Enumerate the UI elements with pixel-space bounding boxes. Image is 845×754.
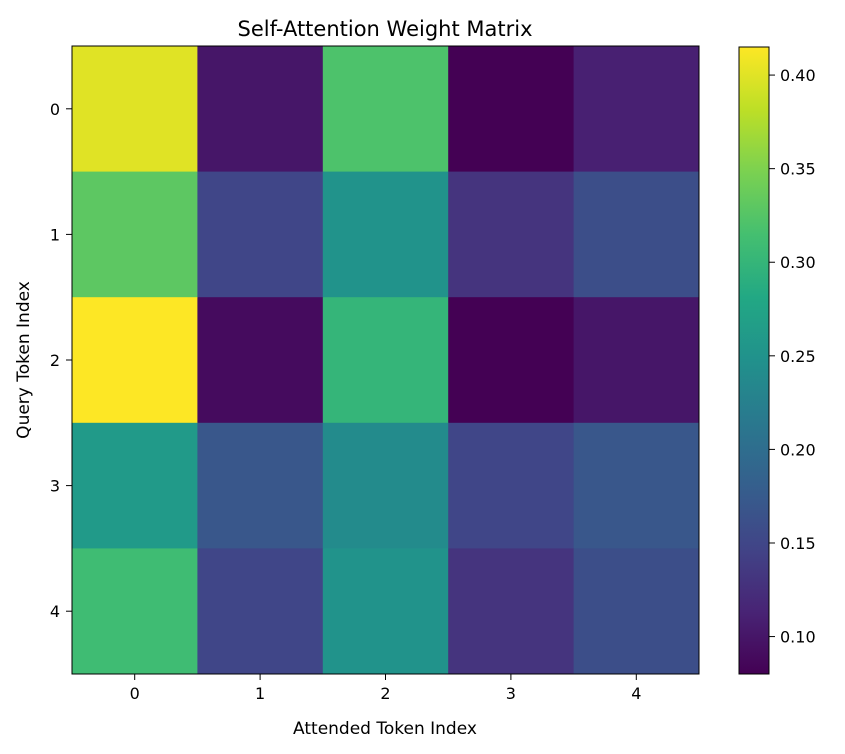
x-axis-ticks: 0 1 2 3 4 xyxy=(130,674,641,703)
y-tick-label: 1 xyxy=(50,225,60,244)
chart-title: Self-Attention Weight Matrix xyxy=(238,17,533,41)
colorbar-tick-label: 0.20 xyxy=(780,440,816,459)
heatmap-cell xyxy=(573,422,700,549)
colorbar xyxy=(738,46,770,675)
y-tick-label: 3 xyxy=(50,477,60,496)
heatmap-cell xyxy=(197,548,324,675)
heatmap-cell xyxy=(573,171,700,298)
heatmap-cell xyxy=(72,422,198,549)
colorbar-ticks: 0.10 0.15 0.20 0.25 0.30 0.35 0.40 xyxy=(769,66,816,647)
x-tick-label: 1 xyxy=(255,684,265,703)
heatmap-cell xyxy=(448,548,575,675)
heatmap-cell xyxy=(573,46,700,173)
x-tick-label: 0 xyxy=(130,684,140,703)
y-axis-ticks: 0 1 2 3 4 xyxy=(50,100,72,621)
colorbar-tick-label: 0.35 xyxy=(780,160,816,179)
colorbar-tick-label: 0.40 xyxy=(780,66,816,85)
x-tick-label: 3 xyxy=(506,684,516,703)
colorbar-tick-label: 0.25 xyxy=(780,347,816,366)
y-tick-label: 4 xyxy=(50,602,60,621)
heatmap-cell xyxy=(448,171,575,298)
heatmap-cell xyxy=(448,297,575,424)
heatmap-cell xyxy=(322,297,449,424)
heatmap-cell xyxy=(573,297,700,424)
heatmap-cell xyxy=(573,548,700,675)
heatmap-cell xyxy=(72,548,198,675)
heatmap-cell xyxy=(72,171,198,298)
y-tick-label: 2 xyxy=(50,351,60,370)
colorbar-tick-label: 0.30 xyxy=(780,253,816,272)
heatmap-cell xyxy=(197,46,324,173)
y-axis-label: Query Token Index xyxy=(14,281,34,439)
x-tick-label: 2 xyxy=(380,684,390,703)
heatmap-cell xyxy=(197,297,324,424)
heatmap-cell xyxy=(322,46,449,173)
x-tick-label: 4 xyxy=(631,684,641,703)
heatmap-cell xyxy=(197,422,324,549)
heatmap-cell xyxy=(72,297,198,424)
heatmap-cell xyxy=(72,46,198,173)
heatmap-cell xyxy=(322,548,449,675)
x-axis-label: Attended Token Index xyxy=(293,719,477,739)
heatmap-cell xyxy=(448,422,575,549)
y-tick-label: 0 xyxy=(50,100,60,119)
heatmap-cell xyxy=(197,171,324,298)
heatmap-cell xyxy=(448,46,575,173)
heatmap-cell xyxy=(322,171,449,298)
colorbar-tick-label: 0.10 xyxy=(780,628,816,647)
colorbar-tick-label: 0.15 xyxy=(780,534,816,553)
heatmap-cells xyxy=(72,46,700,675)
heatmap-cell xyxy=(322,422,449,549)
